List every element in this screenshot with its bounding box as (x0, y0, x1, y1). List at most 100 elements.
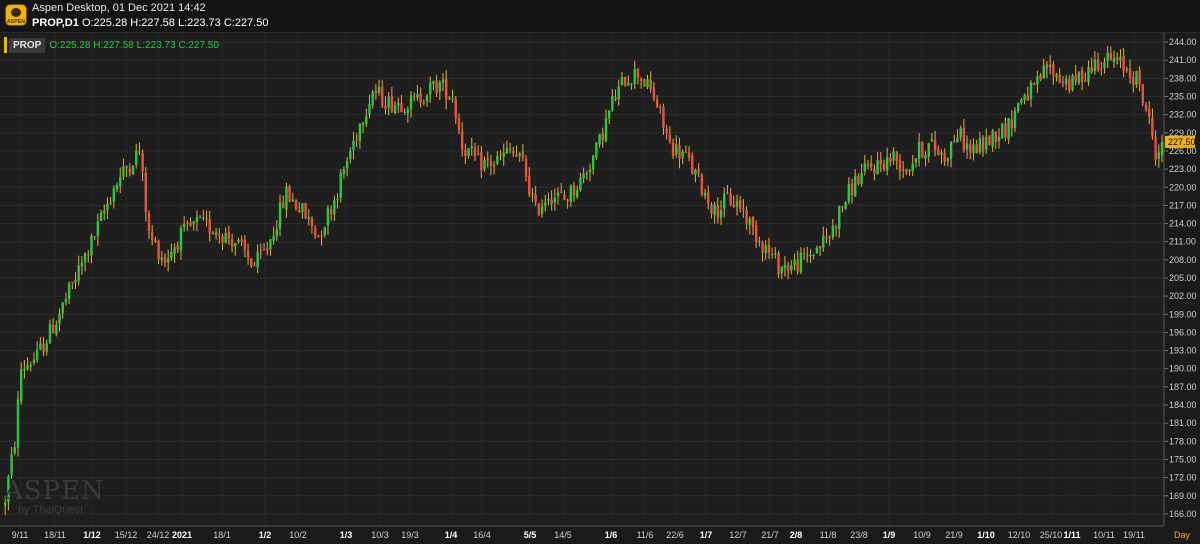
candle-body (1013, 111, 1017, 128)
candle-body (850, 183, 854, 196)
candle-body (90, 235, 93, 256)
candle-body (352, 140, 355, 151)
candle-body (96, 221, 100, 237)
candle-body (262, 249, 266, 251)
x-tick-label: 11/8 (820, 530, 837, 540)
candle-body (512, 150, 515, 154)
candle-body (371, 91, 374, 106)
candle-body (230, 239, 234, 248)
candle-body (630, 83, 633, 85)
candle-body (534, 194, 537, 203)
candle-body (601, 133, 604, 141)
candle-body (748, 218, 751, 226)
candle-body (429, 82, 432, 95)
candle-body (566, 199, 569, 201)
candle-body (400, 103, 403, 113)
candle-body (246, 250, 250, 258)
candle-body (269, 239, 272, 250)
candle-body (272, 236, 275, 241)
candle-body (266, 248, 269, 251)
chart-area[interactable]: PROP O:225.28 H:227.58 L:223.73 C:227.50… (0, 33, 1200, 544)
candle-body (4, 502, 7, 506)
candle-body (809, 254, 812, 256)
chart-legend[interactable]: PROP O:225.28 H:227.58 L:223.73 C:227.50 (4, 37, 219, 53)
candle-body (64, 298, 68, 303)
candle-body (189, 222, 192, 226)
candle-body (438, 82, 441, 92)
candle-body (227, 231, 231, 239)
legend-symbol[interactable]: PROP (9, 37, 46, 53)
candle-body (806, 254, 809, 257)
candle-body (403, 111, 406, 113)
y-tick-label: 232.00 (1169, 110, 1197, 120)
header-ohlc: O:225.28 H:227.58 L:223.73 C:227.50 (81, 17, 269, 29)
candle-body (774, 253, 777, 255)
candle-body (342, 169, 346, 175)
y-tick-label: 244.00 (1169, 37, 1197, 47)
candle-body (969, 144, 972, 153)
candle-body (751, 216, 755, 228)
candle-body (684, 151, 688, 153)
candle-body (716, 205, 720, 218)
candle-body (825, 236, 828, 238)
candle-body (627, 82, 630, 86)
y-axis: 244.00 241.00 238.00 235.00 232.00 229.00 226.… (1163, 33, 1200, 544)
candle-body (742, 208, 745, 210)
x-tick-label: 1/11 (1063, 530, 1080, 540)
candle-body (556, 192, 560, 197)
candle-body (170, 252, 173, 259)
candle-body (1096, 59, 1100, 70)
candle-body (282, 202, 285, 208)
candle-body (949, 141, 953, 159)
y-tick-label: 202.00 (1169, 291, 1197, 301)
candle-body (115, 184, 119, 189)
candle-body (317, 235, 320, 238)
candle-body (202, 217, 205, 219)
candle-body (288, 186, 291, 202)
candle-body (99, 212, 103, 221)
symbol-interval: PROP,D1 (32, 17, 79, 29)
candle-body (285, 186, 288, 210)
candle-body (863, 163, 867, 172)
candle-body (953, 140, 956, 143)
x-tick-label: 18/1 (213, 530, 231, 540)
candle-body (1039, 74, 1042, 80)
x-tick-label: 24/12 (147, 530, 170, 540)
candle-body (828, 237, 831, 239)
candle-body (921, 141, 924, 158)
candle-body (48, 323, 52, 344)
candle-body (112, 188, 116, 202)
y-tick-label: 211.00 (1169, 237, 1196, 247)
candle-body (55, 324, 58, 335)
candle-body (879, 159, 882, 164)
candle-body (531, 193, 534, 195)
candle-body (892, 151, 895, 161)
candle-body (703, 192, 707, 197)
candle-body (256, 252, 259, 268)
candle-body (675, 144, 678, 155)
candle-body (476, 154, 480, 156)
candle-body (122, 166, 125, 177)
candle-body (141, 152, 144, 172)
candle-body (719, 210, 723, 218)
candle-body (962, 127, 966, 151)
candle-body (911, 163, 914, 172)
candle-body (876, 160, 879, 175)
x-tick-label: 1/3 (340, 530, 353, 540)
candle-body (956, 137, 959, 143)
candle-body (563, 194, 566, 200)
candles (4, 45, 1164, 516)
candle-body (422, 102, 426, 104)
candle-body (278, 202, 282, 229)
candlestick-chart[interactable]: 244.00 241.00 238.00 235.00 232.00 229.00 226.… (0, 33, 1200, 544)
candle-body (250, 258, 253, 267)
candle-body (662, 106, 665, 128)
candle-body (866, 164, 870, 166)
candle-body (582, 173, 585, 179)
candle-body (729, 193, 732, 206)
candle-body (1055, 74, 1058, 78)
x-tick-label: 21/7 (761, 530, 779, 540)
candle-body (895, 152, 898, 162)
y-tick-label: 241.00 (1169, 55, 1197, 65)
candle-body (16, 399, 20, 449)
